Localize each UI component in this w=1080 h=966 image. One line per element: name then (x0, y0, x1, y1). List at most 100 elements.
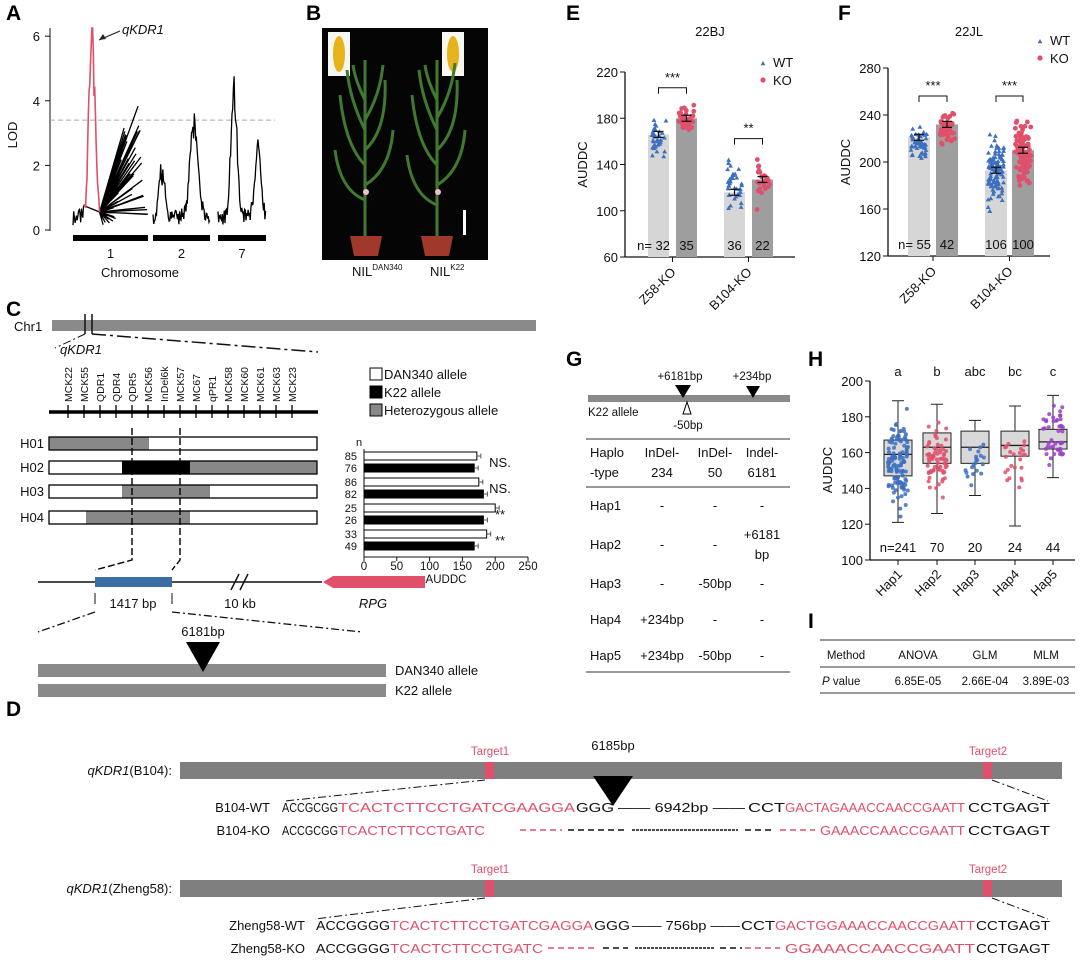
data-point (889, 469, 894, 474)
data-point (1056, 428, 1061, 433)
wt-data-point (726, 160, 731, 166)
data-point (899, 494, 904, 499)
y-tick-label: 100 (596, 204, 618, 219)
data-point (944, 458, 949, 463)
data-point (969, 483, 974, 488)
wt-sequence-label: B104-WT (215, 800, 270, 815)
wt-data-point (652, 121, 658, 127)
n-label: n= 32 (637, 238, 670, 253)
data-point (1059, 423, 1064, 428)
data-point (978, 453, 983, 458)
bar-wt (648, 134, 669, 257)
legend-label: Heterozygous allele (384, 403, 498, 418)
data-point (928, 469, 933, 474)
ko-sequence-label: B104-KO (217, 823, 270, 838)
wt-data-point (921, 129, 927, 135)
x-tick-label: 200 (486, 561, 505, 573)
table-cell: - (713, 537, 717, 552)
n-label: 35 (679, 238, 693, 253)
ko-data-point (1014, 118, 1020, 124)
bar-k22 (363, 541, 475, 551)
legend-swatch (369, 367, 383, 381)
ko-data-point (767, 182, 772, 187)
legend-ko-label: KO (773, 73, 792, 88)
ko-data-point (1016, 137, 1022, 143)
haplotype-name: Hap2 (590, 537, 621, 552)
zoom-line (991, 897, 1049, 920)
target-label: Target1 (471, 746, 509, 758)
table-header: MLM (1033, 650, 1059, 662)
y-tick-label: 200 (841, 374, 863, 389)
x-tick-label: 50 (390, 561, 403, 573)
qkdr1-peak-trace (83, 27, 101, 213)
ko-data-point (1026, 180, 1032, 186)
data-point (903, 492, 908, 497)
data-point (1048, 456, 1053, 461)
wt-data-point (988, 196, 994, 201)
axis-break-icon (239, 573, 249, 591)
table-header: GLM (973, 650, 998, 662)
wt-data-point (996, 151, 1002, 156)
data-point (902, 443, 907, 448)
wt-sequence-segment: —— 756bp —— (632, 918, 740, 933)
ko-data-point (1024, 169, 1030, 175)
qkdr1-label: qKDR1 (60, 342, 102, 357)
significance-letter: bc (1008, 364, 1022, 379)
gene-label: qKDR1(Zheng58): (66, 881, 172, 896)
n-label: 49 (345, 541, 357, 553)
wt-sequence-label: Zheng58-WT (229, 918, 305, 933)
panel-label-b: B (306, 2, 321, 25)
marker-label: MCK63 (271, 367, 283, 402)
legend-wt-icon (760, 61, 766, 66)
data-point (979, 471, 984, 476)
bar-k22 (363, 489, 484, 499)
n-label: 33 (345, 529, 357, 541)
data-point (1008, 449, 1013, 454)
marker-label: MCK23 (287, 367, 299, 402)
marker-label: QDR1 (95, 373, 107, 402)
dan340-allele-label: DAN340 allele (395, 663, 478, 678)
data-point (965, 474, 970, 479)
legend-ko-label: KO (1050, 51, 1069, 66)
y-tick-label: 160 (859, 202, 881, 217)
ear-icon (435, 189, 441, 195)
k22-allele-bar (38, 684, 386, 697)
zoom-line (91, 333, 319, 353)
data-point (886, 462, 891, 467)
ko-data-point (1028, 124, 1034, 130)
ko-data-point (1022, 123, 1028, 129)
ko-data-point (948, 138, 954, 144)
wt-data-point (1000, 174, 1006, 179)
rpg-gene-arrow (323, 576, 425, 588)
haplotype-bar-outline (48, 510, 318, 525)
wt-data-point (990, 179, 996, 184)
wt-data-point (738, 189, 743, 194)
n-header: n (356, 437, 362, 449)
data-point (898, 439, 903, 444)
gene-bar (180, 880, 1062, 897)
p-value: 2.66E-04 (962, 676, 1009, 688)
legend-wt-icon (1037, 39, 1043, 44)
data-point (897, 429, 902, 434)
ko-data-point (691, 102, 697, 108)
peak-arrowhead (99, 34, 106, 40)
ko-data-point (679, 106, 685, 111)
wt-data-point (725, 186, 731, 191)
data-point (893, 441, 898, 446)
y-tick-label: 220 (596, 65, 618, 80)
wt-data-point (987, 208, 993, 214)
data-point (886, 482, 891, 487)
wt-data-point (728, 163, 733, 168)
data-point (904, 406, 909, 411)
data-point (1049, 438, 1054, 443)
ko-sequence-segment: TCACTCTTCCTGATC (390, 941, 543, 956)
data-point (1012, 465, 1017, 470)
marker-label: MCK58 (223, 367, 235, 402)
haplotype-name: Hap3 (590, 576, 621, 591)
ko-data-point (1012, 125, 1018, 131)
n-label: 70 (930, 540, 944, 555)
data-point (898, 514, 903, 519)
nil-dan340-label: NILDAN340 (352, 263, 403, 279)
data-point (903, 477, 908, 482)
